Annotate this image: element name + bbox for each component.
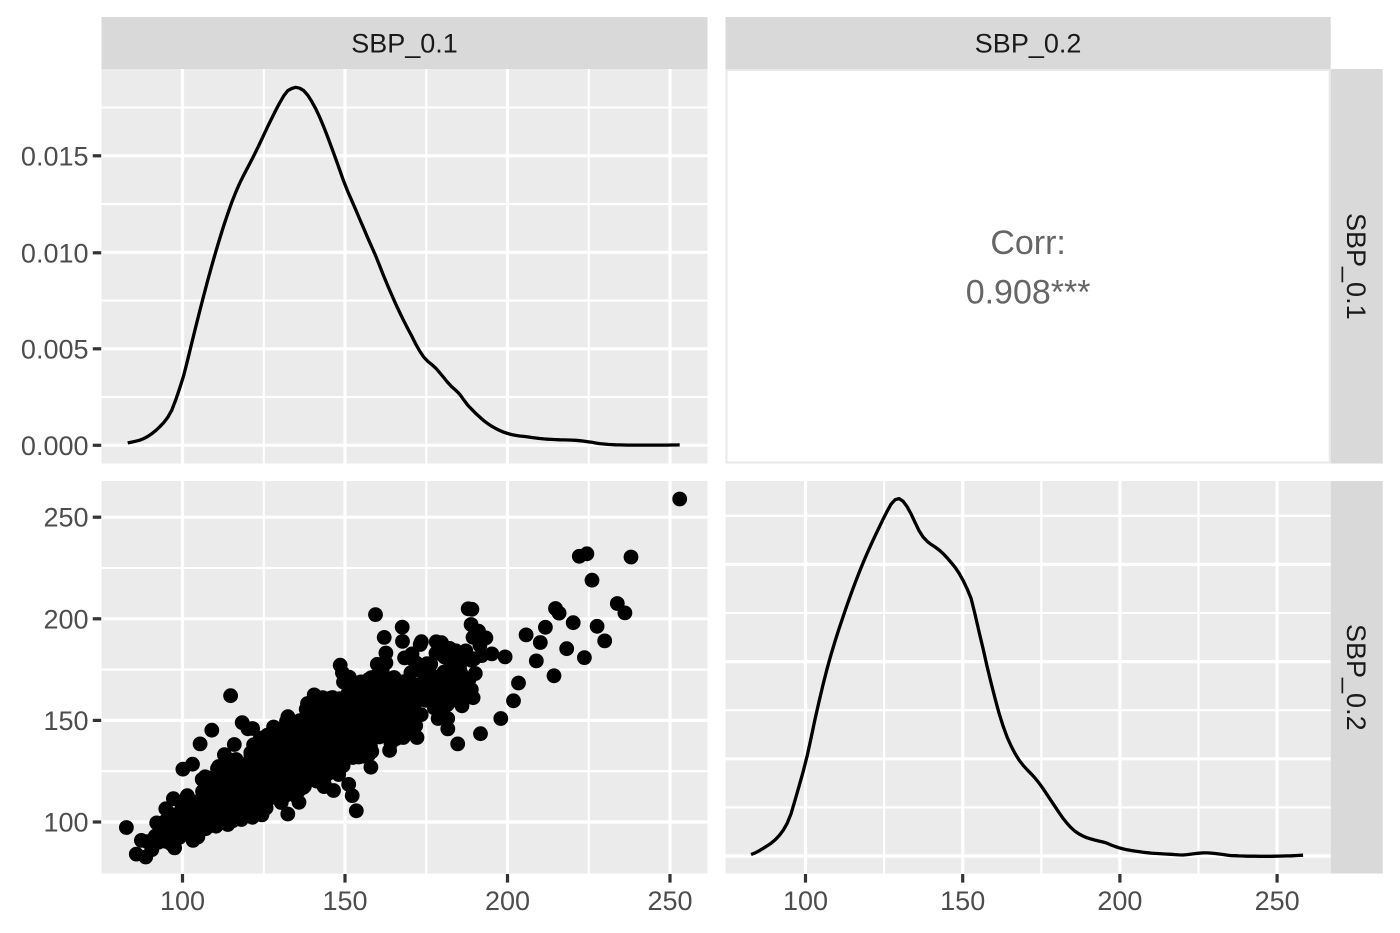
svg-text:0.908***: 0.908*** [966,274,1091,312]
svg-text:0.005: 0.005 [21,334,89,364]
svg-text:200: 200 [485,886,530,916]
svg-text:SBP_0.1: SBP_0.1 [351,29,458,59]
svg-text:SBP_0.2: SBP_0.2 [1341,624,1371,731]
svg-text:250: 250 [647,886,692,916]
svg-text:100: 100 [43,808,88,838]
svg-text:0.015: 0.015 [21,141,89,171]
svg-text:150: 150 [43,706,88,736]
svg-text:250: 250 [1255,886,1300,916]
svg-text:0.010: 0.010 [21,238,89,268]
svg-text:100: 100 [160,886,205,916]
svg-text:Corr:: Corr: [990,224,1066,262]
svg-text:SBP_0.2: SBP_0.2 [975,29,1082,59]
svg-text:100: 100 [783,886,828,916]
svg-text:200: 200 [1097,886,1142,916]
svg-text:0.000: 0.000 [21,431,89,461]
svg-text:150: 150 [940,886,985,916]
svg-text:200: 200 [43,604,88,634]
svg-text:250: 250 [43,503,88,533]
svg-text:150: 150 [322,886,367,916]
svg-text:SBP_0.1: SBP_0.1 [1341,213,1371,320]
